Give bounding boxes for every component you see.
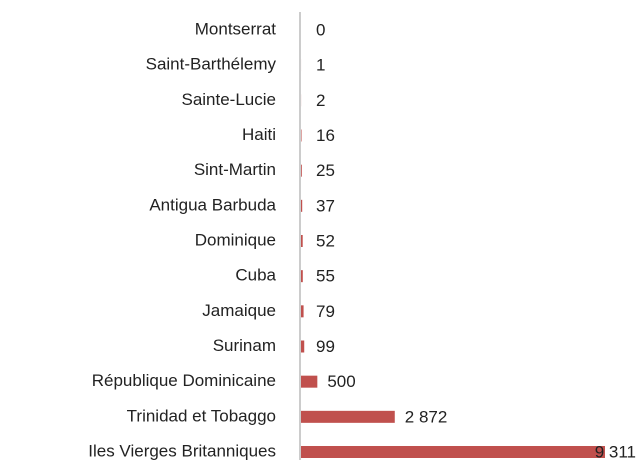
category-label: Surinam xyxy=(213,336,276,355)
value-label: 1 xyxy=(316,56,325,75)
bar xyxy=(301,270,303,283)
value-label: 2 xyxy=(316,91,325,110)
value-label: 55 xyxy=(316,267,335,286)
bar xyxy=(301,410,395,423)
category-label: Saint-Barthélemy xyxy=(146,55,277,74)
category-label: Antigua Barbuda xyxy=(149,195,276,214)
value-label: 79 xyxy=(316,302,335,321)
value-label: 16 xyxy=(316,126,335,145)
value-label: 2 872 xyxy=(405,407,448,426)
category-label: Sint-Martin xyxy=(194,160,276,179)
value-label: 0 xyxy=(316,20,325,39)
bar xyxy=(301,164,302,177)
value-label: 52 xyxy=(316,231,335,250)
bar xyxy=(301,305,304,318)
category-label: Jamaique xyxy=(202,301,276,320)
category-label: République Dominicaine xyxy=(92,371,276,390)
category-label: Dominique xyxy=(195,230,276,249)
bar xyxy=(301,235,303,247)
bar xyxy=(301,375,318,388)
category-label: Sainte-Lucie xyxy=(181,90,276,109)
category-label: Cuba xyxy=(235,266,276,285)
value-label: 25 xyxy=(316,161,335,180)
category-label: Haiti xyxy=(242,125,276,144)
value-label: 99 xyxy=(316,337,335,356)
bar xyxy=(301,129,302,142)
value-label: 9 311 xyxy=(595,442,636,461)
bar xyxy=(301,199,303,212)
value-label: 500 xyxy=(327,372,355,391)
category-label: Iles Vierges Britanniques xyxy=(88,441,276,460)
value-label: 37 xyxy=(316,196,335,215)
category-label: Montserrat xyxy=(195,19,277,38)
bar xyxy=(301,446,605,458)
category-label: Trinidad et Tobaggo xyxy=(127,406,276,425)
bar xyxy=(301,340,305,353)
